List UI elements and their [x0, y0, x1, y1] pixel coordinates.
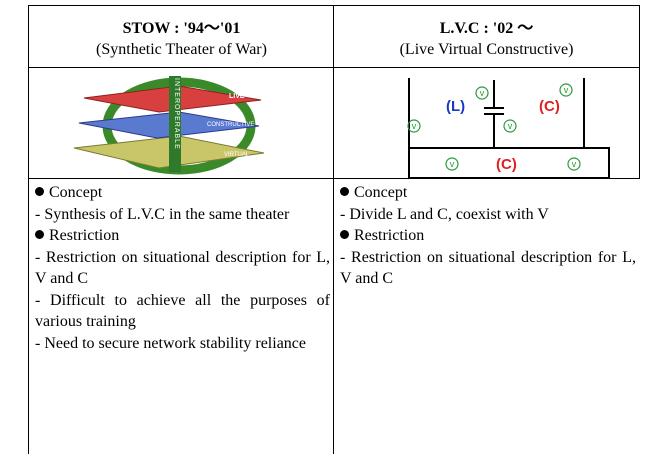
bullet-dot [340, 230, 349, 239]
figure-label: v [480, 88, 485, 98]
figure-label: v [508, 121, 513, 131]
bullet-dot [35, 187, 44, 196]
figure-label: v [412, 121, 417, 131]
column-subtitle: (Live Virtual Constructive) [334, 41, 639, 59]
content-text: - Difficult to achieve all the purposes … [35, 292, 330, 331]
figure-label: CONSTRUCTIVE [207, 122, 254, 128]
bullet-heading: Restriction [354, 227, 424, 244]
content-line: Concept [340, 182, 636, 204]
content-line: - Restriction on situational description… [340, 247, 636, 290]
content-line: - Need to secure network stability relia… [35, 333, 330, 355]
figure-label: v [572, 159, 577, 169]
column-title: STOW : '94～'01 [29, 14, 334, 38]
figure-cell: INTEROPERABLE LIVE CONSTRUCTIVE VIRTUAL [28, 68, 334, 179]
lvc-figure: (L) (C) (C) v v v v v v [334, 68, 639, 178]
content-text: - Need to secure network stability relia… [35, 335, 306, 352]
content-cell: Concept - Divide L and C, coexist with V R… [333, 179, 640, 454]
content-text: - Restriction on situational description… [340, 249, 636, 288]
page: STOW : '94～'01 (Synthetic Theater of War… [0, 0, 647, 454]
content-text: - Restriction on situational description… [35, 249, 330, 288]
content-line: - Restriction on situational description… [35, 247, 330, 290]
figure-label: (C) [496, 156, 517, 173]
figure-label: v [564, 85, 569, 95]
content-line: Restriction [340, 225, 636, 247]
content-text: - Divide L and C, coexist with V [340, 206, 549, 223]
content-line: - Synthesis of L.V.C in the same theater [35, 204, 330, 226]
content-line: Restriction [35, 225, 330, 247]
column-title: L.V.C : '02 ～ [334, 14, 639, 38]
figure-label: (C) [539, 98, 560, 115]
content-line: - Divide L and C, coexist with V [340, 204, 636, 226]
header-cell: STOW : '94～'01 (Synthetic Theater of War… [28, 5, 334, 68]
figure-label: INTEROPERABLE [173, 78, 180, 150]
content-line: Concept [35, 182, 330, 204]
figure-label: VIRTUAL [224, 152, 250, 158]
bullet-heading: Concept [49, 184, 102, 201]
figure-label: LIVE [229, 93, 245, 100]
bullet-dot [35, 230, 44, 239]
stow-figure: INTEROPERABLE LIVE CONSTRUCTIVE VIRTUAL [29, 68, 333, 178]
bullet-heading: Restriction [49, 227, 119, 244]
column-subtitle: (Synthetic Theater of War) [29, 41, 334, 59]
content-cell: Concept - Synthesis of L.V.C in the same … [28, 179, 334, 454]
header-cell: L.V.C : '02 ～ (Live Virtual Constructive… [333, 5, 640, 68]
figure-label: (L) [446, 98, 465, 115]
bullet-dot [340, 187, 349, 196]
content-line: - Difficult to achieve all the purposes … [35, 290, 330, 333]
figure-label: v [450, 159, 455, 169]
bullet-heading: Concept [354, 184, 407, 201]
figure-cell: (L) (C) (C) v v v v v v [333, 68, 640, 179]
content-text: - Synthesis of L.V.C in the same theater [35, 206, 289, 223]
